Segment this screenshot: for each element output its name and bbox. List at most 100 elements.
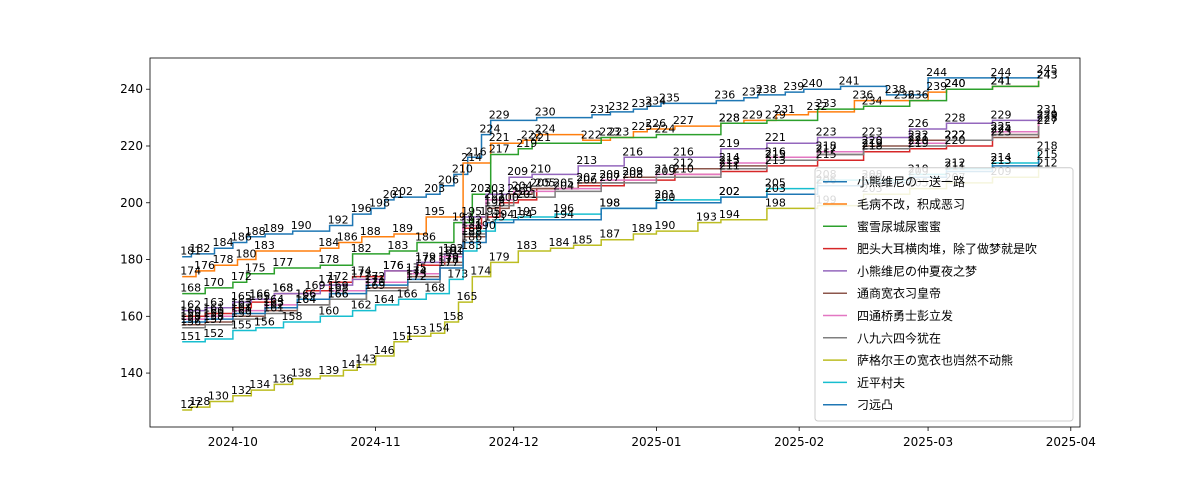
point-label: 181 [443, 245, 464, 258]
point-label: 203 [507, 182, 528, 195]
point-label: 205 [553, 177, 574, 190]
point-label: 214 [991, 151, 1012, 164]
point-label: 240 [945, 77, 966, 90]
point-label: 198 [599, 196, 620, 209]
point-label: 174 [470, 265, 491, 278]
point-label: 202 [719, 185, 740, 198]
point-label: 223 [862, 126, 883, 139]
point-label: 220 [908, 134, 929, 147]
point-label: 222 [945, 128, 966, 141]
point-label: 222 [581, 128, 602, 141]
point-label: 168 [180, 282, 201, 295]
point-label: 221 [489, 131, 510, 144]
point-label: 229 [991, 108, 1012, 121]
point-label: 224 [991, 123, 1012, 136]
point-label: 196 [351, 202, 372, 215]
point-label: 168 [272, 282, 293, 295]
point-label: 162 [351, 299, 372, 312]
point-label: 141 [341, 358, 362, 371]
point-label: 190 [654, 219, 675, 232]
point-label: 205 [530, 177, 551, 190]
x-tick-label: 2025-01 [631, 435, 681, 449]
point-label: 212 [673, 157, 694, 170]
point-label: 161 [203, 302, 224, 315]
point-label: 215 [816, 148, 837, 161]
series-line-0 [182, 75, 1040, 258]
point-label: 234 [862, 94, 883, 107]
point-label: 210 [452, 162, 473, 175]
point-label: 224 [991, 123, 1012, 136]
legend-entry: 近平村夫 [857, 376, 905, 390]
point-label: 204 [553, 179, 574, 192]
point-label: 164 [374, 293, 395, 306]
plot-frame [149, 57, 1081, 428]
y-tick-label: 200 [120, 196, 143, 210]
point-label: 169 [364, 279, 385, 292]
series-line-1 [182, 80, 1040, 278]
point-label: 157 [203, 313, 224, 326]
point-label: 188 [245, 225, 266, 238]
legend: 小熊维尼の一送一路毛病不改，积成恶习蜜雪尿城尿蜜蜜肥头大耳横肉堆，除了做梦就是吹… [814, 167, 1074, 422]
x-tick-label: 2024-10 [208, 435, 258, 449]
point-label: 134 [249, 378, 270, 391]
point-label: 202 [512, 185, 533, 198]
point-label: 146 [374, 344, 395, 357]
point-label: 157 [180, 313, 201, 326]
point-label: 229 [765, 108, 786, 121]
point-label: 245 [1037, 63, 1058, 76]
point-label: 166 [328, 287, 349, 300]
legend-entry: 萨格尔王の宽衣也岿然不动熊 [857, 353, 1013, 368]
x-axis: 2024-10 2024-11 2024-12 2025-01 2025-02 2025-… [208, 427, 1096, 449]
point-label: 178 [318, 253, 339, 266]
point-label: 183 [461, 239, 482, 252]
point-label: 207 [599, 171, 620, 184]
point-label: 178 [438, 253, 459, 266]
point-label: 226 [645, 117, 666, 130]
point-label: 213 [719, 154, 740, 167]
point-label: 179 [438, 250, 459, 263]
legend-entry: 八九六四今犹在 [857, 330, 941, 345]
point-label: 195 [480, 205, 501, 218]
point-label: 219 [862, 137, 883, 150]
point-label: 176 [383, 259, 404, 272]
point-label: 236 [714, 89, 735, 102]
point-label: 177 [272, 256, 293, 269]
point-label: 227 [1037, 114, 1058, 127]
point-label: 223 [991, 126, 1012, 139]
point-label: 162 [231, 299, 252, 312]
point-label: 193 [452, 211, 473, 224]
point-label: 196 [553, 202, 574, 215]
point-label: 240 [802, 77, 823, 90]
point-label: 201 [516, 188, 537, 201]
point-label: 163 [231, 296, 252, 309]
point-label: 220 [862, 134, 883, 147]
point-label: 184 [549, 236, 570, 249]
point-label: 179 [489, 250, 510, 263]
point-label: 219 [719, 137, 740, 150]
point-label: 128 [189, 395, 210, 408]
point-label: 189 [461, 222, 482, 235]
legend-entry: 毛病不改，积成恶习 [857, 197, 965, 212]
point-label: 236 [852, 89, 873, 102]
point-label: 214 [461, 151, 482, 164]
point-label: 186 [415, 231, 436, 244]
point-label: 160 [231, 304, 252, 317]
point-label: 162 [180, 299, 201, 312]
point-label: 201 [654, 188, 675, 201]
point-label: 168 [272, 282, 293, 295]
point-label: 132 [231, 384, 252, 397]
point-label: 215 [765, 148, 786, 161]
point-label: 219 [908, 137, 929, 150]
point-label: 221 [765, 131, 786, 144]
point-label: 229 [742, 108, 763, 121]
point-label: 202 [392, 185, 413, 198]
point-label: 235 [659, 91, 680, 104]
point-label: 199 [484, 194, 505, 207]
point-label: 228 [1037, 111, 1058, 124]
point-label: 210 [654, 162, 675, 175]
point-label: 217 [489, 143, 510, 156]
point-label: 232 [806, 100, 827, 113]
point-label: 165 [457, 290, 478, 303]
point-label: 191 [461, 216, 482, 229]
